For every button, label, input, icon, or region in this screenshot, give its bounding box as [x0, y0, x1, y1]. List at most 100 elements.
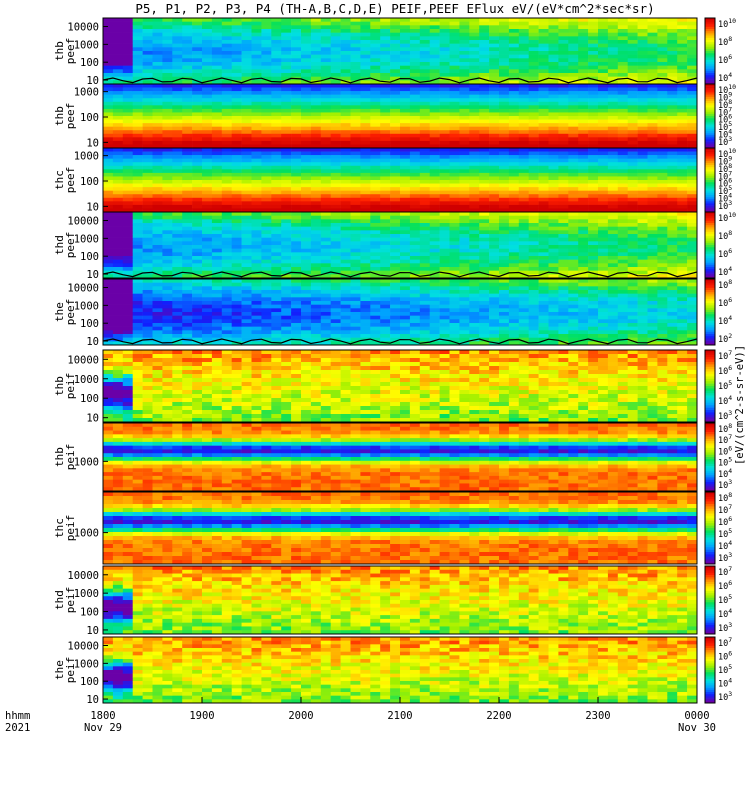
spectrogram-cell	[271, 282, 282, 287]
spectrogram-cell	[241, 204, 252, 209]
spectrogram-cell	[152, 69, 163, 74]
spectrogram-cell	[301, 172, 312, 177]
spectrogram-cell	[548, 237, 559, 242]
spectrogram-cell	[202, 169, 213, 174]
spectrogram-cell	[409, 140, 421, 145]
spectrogram-cell	[459, 270, 470, 275]
spectrogram-cell	[538, 69, 549, 74]
spectrogram-cell	[687, 180, 698, 184]
spectrogram-cell	[271, 259, 282, 264]
spectrogram-cell	[330, 326, 341, 331]
spectrogram-cell	[508, 116, 520, 120]
spectrogram-cell	[103, 112, 114, 117]
spectrogram-cell	[271, 137, 282, 142]
spectrogram-cell	[310, 76, 322, 81]
spectrogram-cell	[281, 248, 292, 253]
spectrogram-cell	[370, 158, 381, 163]
spectrogram-cell	[152, 212, 163, 216]
spectrogram-cell	[538, 36, 549, 41]
spectrogram-cell	[667, 21, 678, 26]
spectrogram-cell	[479, 32, 490, 37]
spectrogram-cell	[103, 151, 114, 156]
y-tick-label: 100	[80, 112, 99, 124]
spectrogram-cell	[281, 270, 292, 275]
spectrogram-cell	[637, 219, 648, 224]
spectrogram-cell	[103, 245, 114, 249]
spectrogram-cell	[360, 252, 371, 257]
spectrogram-cell	[489, 234, 500, 238]
spectrogram-cell	[103, 312, 114, 316]
spectrogram-cell	[687, 32, 698, 37]
spectrogram-cell	[370, 54, 381, 59]
colorbar-segment	[705, 199, 715, 202]
spectrogram-cell	[459, 87, 470, 92]
spectrogram-cell	[251, 319, 262, 324]
spectrogram-cell	[360, 112, 371, 117]
spectrogram-cell	[340, 293, 351, 298]
spectrogram-cell	[617, 190, 628, 195]
spectrogram-cell	[132, 201, 143, 206]
spectrogram-cell	[310, 326, 322, 331]
spectrogram-cell	[479, 62, 490, 66]
spectrogram-cell	[320, 47, 331, 52]
spectrogram-cell	[350, 263, 361, 268]
spectrogram-cell	[607, 80, 619, 85]
spectrogram-cell	[281, 58, 292, 63]
colorbar-segment	[705, 173, 715, 177]
spectrogram-cell	[360, 101, 371, 106]
colorbar-segment	[705, 203, 715, 206]
spectrogram-cell	[350, 87, 361, 92]
spectrogram-cell	[607, 47, 619, 52]
spectrogram-cell	[370, 219, 381, 224]
spectrogram-cell	[281, 223, 292, 227]
spectrogram-cell	[588, 76, 599, 81]
spectrogram-cell	[667, 18, 678, 22]
spectrogram-cell	[419, 183, 430, 188]
spectrogram-cell	[122, 36, 133, 41]
spectrogram-cell	[330, 176, 341, 181]
spectrogram-cell	[647, 219, 658, 224]
spectrogram-cell	[409, 123, 421, 127]
spectrogram-cell	[132, 80, 143, 85]
spectrogram-cell	[419, 204, 430, 209]
spectrogram-cell	[568, 76, 579, 81]
spectrogram-cell	[251, 201, 262, 206]
spectrogram-cell	[419, 47, 430, 52]
spectrogram-cell	[449, 230, 460, 235]
spectrogram-cell	[261, 29, 272, 33]
spectrogram-cell	[400, 112, 411, 117]
spectrogram-cell	[380, 130, 391, 135]
panel-product-label: peef	[64, 38, 77, 65]
spectrogram-cell	[261, 204, 272, 209]
spectrogram-cell	[350, 108, 361, 113]
spectrogram-cell	[647, 40, 658, 44]
spectrogram-cell	[251, 18, 262, 22]
spectrogram-cell	[489, 65, 500, 70]
spectrogram-cell	[380, 133, 391, 138]
spectrogram-cell	[192, 290, 203, 294]
spectrogram-cell	[340, 69, 351, 74]
spectrogram-cell	[162, 101, 173, 106]
spectrogram-cell	[449, 108, 460, 113]
spectrogram-cell	[122, 263, 133, 268]
spectrogram-cell	[112, 119, 124, 124]
spectrogram-cell	[301, 165, 312, 170]
spectrogram-cell	[449, 201, 460, 206]
spectrogram-cell	[617, 84, 628, 88]
spectrogram-cell	[281, 176, 292, 181]
spectrogram-cell	[340, 29, 351, 33]
spectrogram-cell	[469, 212, 480, 216]
spectrogram-cell	[192, 279, 203, 283]
spectrogram-cell	[409, 32, 421, 37]
spectrogram-cell	[231, 105, 242, 110]
spectrogram-cell	[241, 256, 252, 260]
spectrogram-cell	[479, 223, 490, 227]
spectrogram-cell	[528, 212, 539, 216]
spectrogram-cell	[419, 58, 430, 63]
spectrogram-cell	[380, 140, 391, 145]
spectrogram-cell	[330, 248, 341, 253]
spectrogram-cell	[469, 237, 480, 242]
spectrogram-cell	[241, 241, 252, 246]
spectrogram-cell	[588, 126, 599, 131]
spectrogram-cell	[281, 133, 292, 138]
